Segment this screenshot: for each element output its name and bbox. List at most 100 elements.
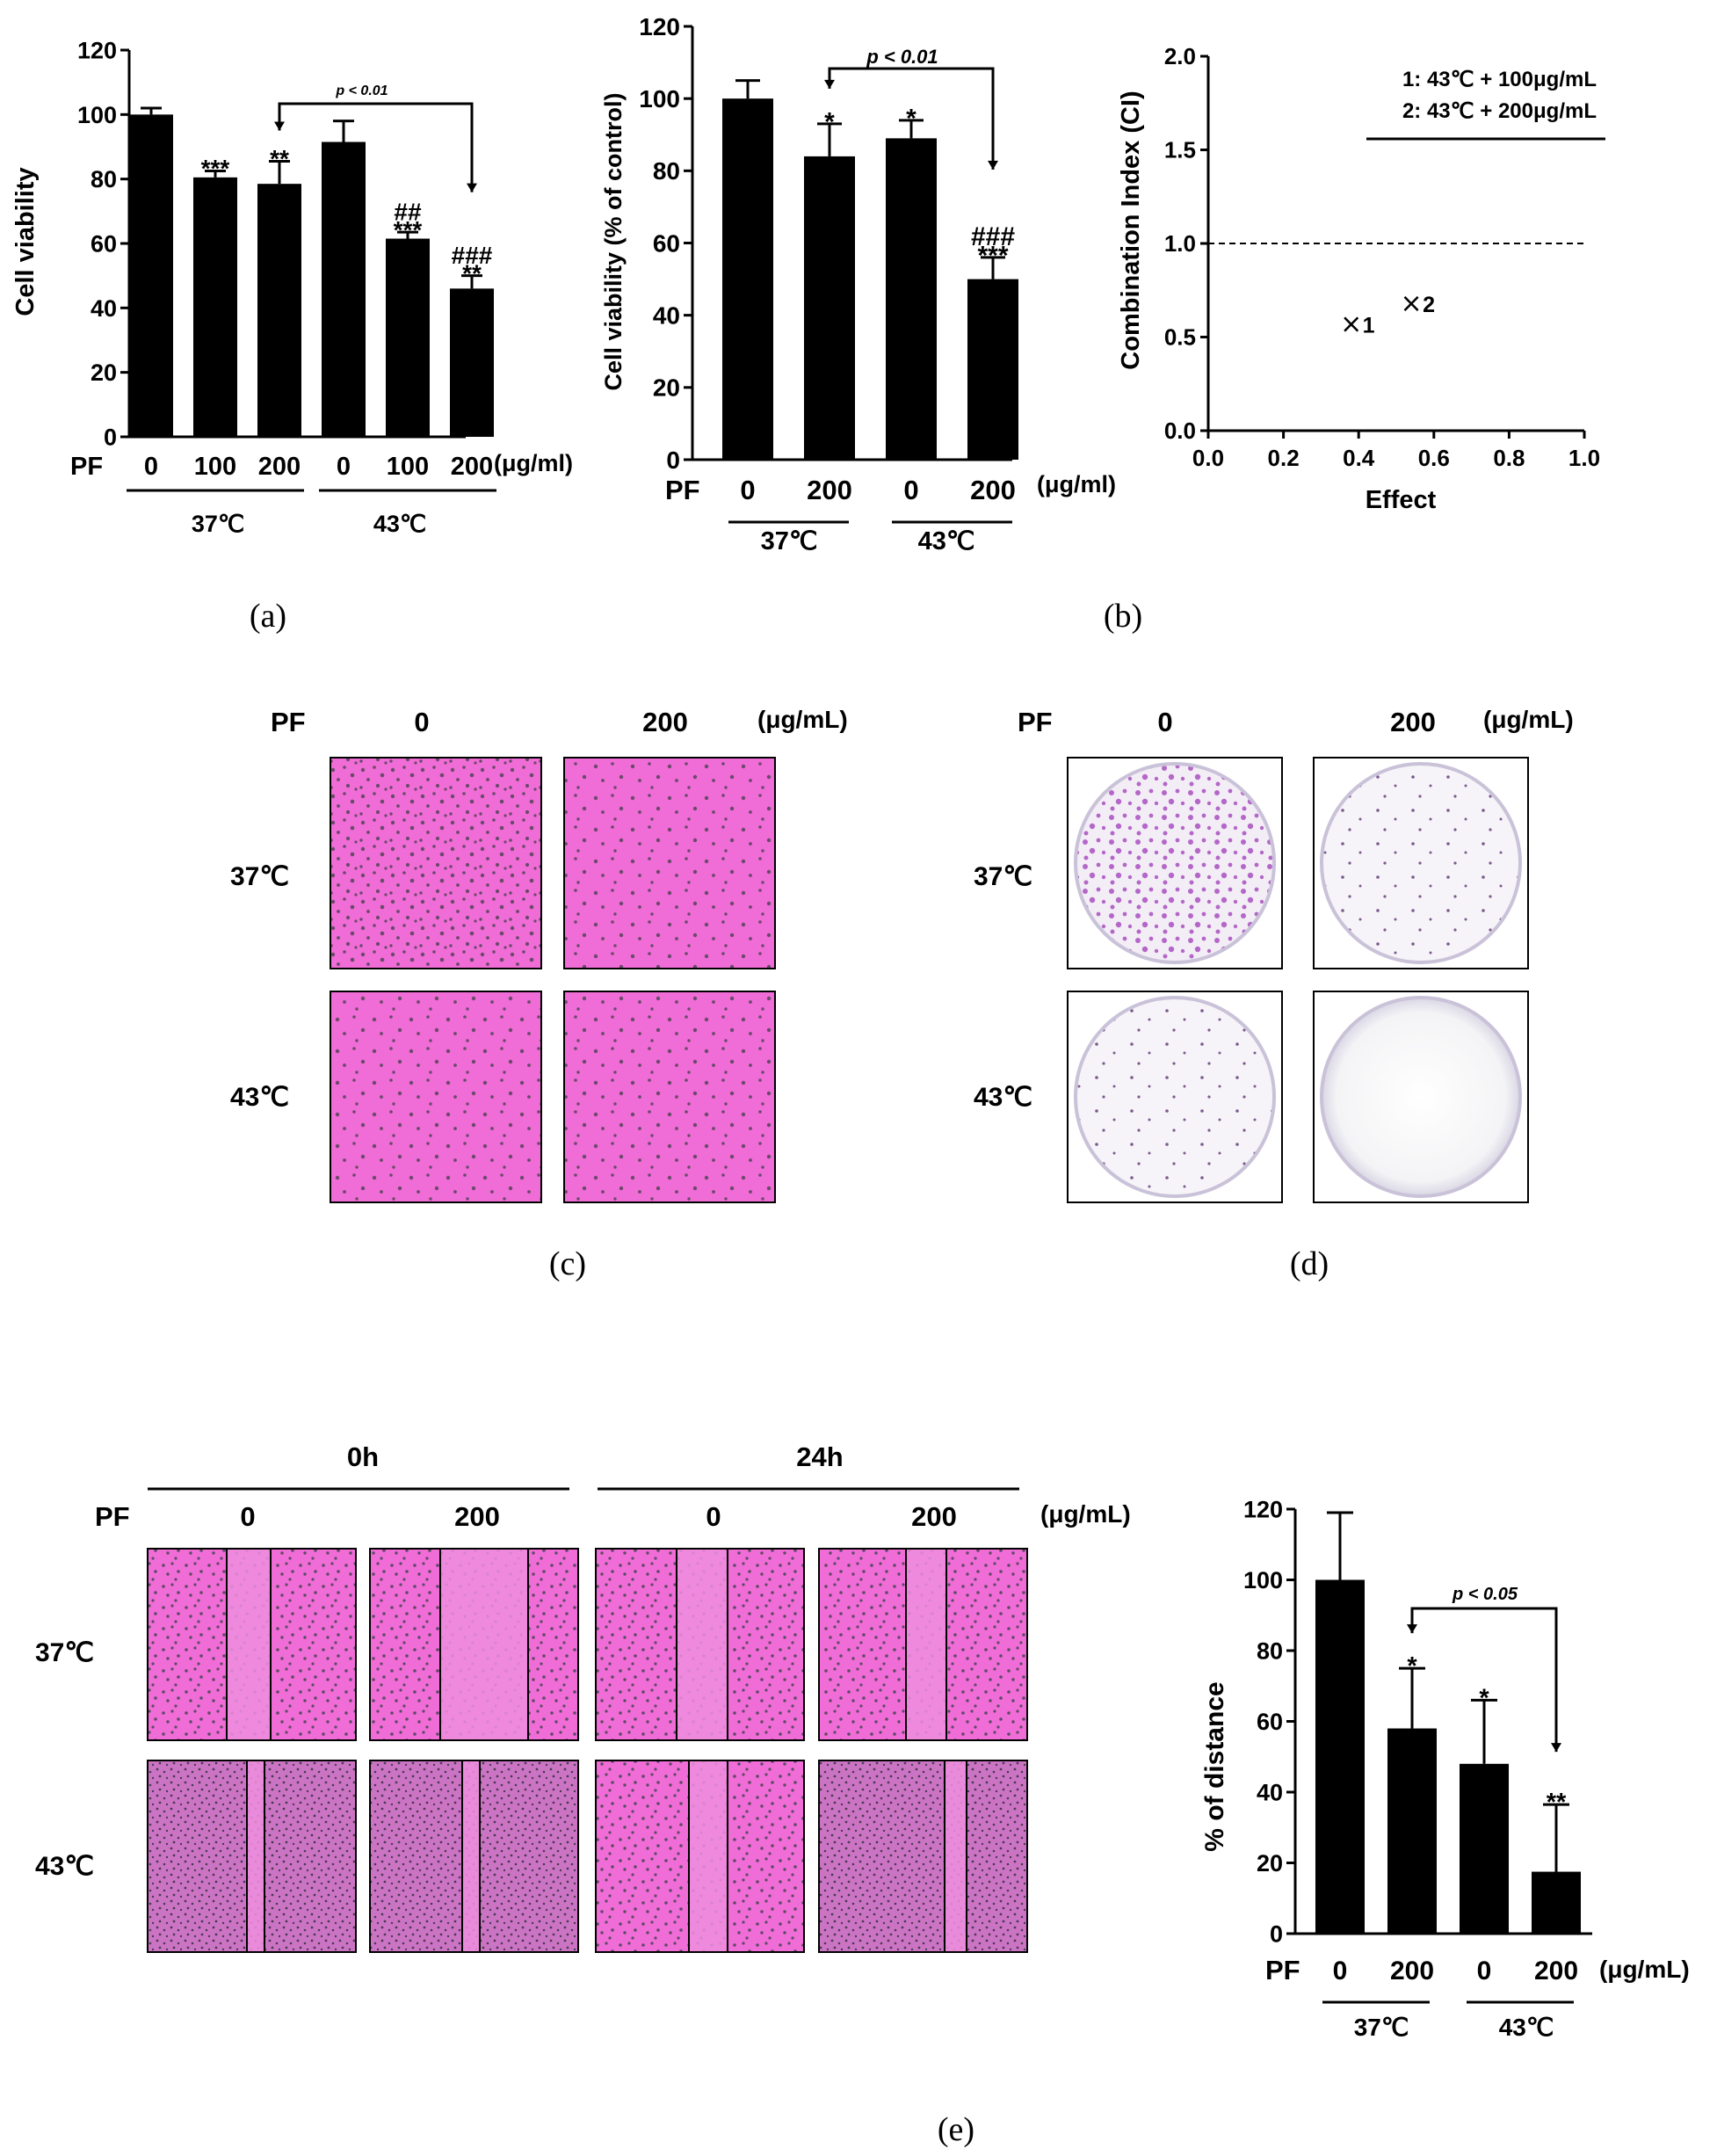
micrograph-c-37-0	[330, 757, 542, 969]
x-tick-label: 0	[1333, 1956, 1348, 1985]
y-tick-label: 80	[653, 157, 680, 185]
x-tick-label: 200	[258, 453, 301, 481]
ci-point-label: 1	[1363, 314, 1375, 338]
x-tick-label: 100	[387, 453, 429, 481]
significance-mark: *	[906, 104, 916, 133]
caption-d: (d)	[1290, 1245, 1329, 1282]
y-tick-label: 100	[639, 85, 680, 113]
bar	[193, 177, 237, 438]
ci-point-marker: ×	[1340, 309, 1362, 340]
significance-mark: ***	[977, 241, 1008, 270]
x-tick-label: 0.0	[1192, 445, 1224, 471]
significance-mark: ##	[394, 199, 422, 226]
y-tick-label: 20	[1257, 1850, 1283, 1877]
y-tick-label: 100	[1243, 1567, 1283, 1593]
wound-gap	[945, 1761, 967, 1951]
bar	[129, 114, 173, 438]
chart-ci-axes: 0.0 0.5 1.0 1.5 2.0 0.0 0.2 0.4 0.6 0.8 1.0	[1164, 43, 1600, 471]
x-tick-label: 0	[337, 453, 351, 481]
y-tick-label: 0.0	[1164, 417, 1196, 444]
chart-ci-legend-2: 2: 43℃ + 200μg/mL	[1402, 99, 1597, 123]
x-tick-label: 200	[1390, 1956, 1434, 1985]
x-tick-label: 200	[970, 475, 1016, 505]
panel-e: 0h 24h PF 0 200 0 200 (μg/mL) 37℃ 43℃	[35, 1441, 1131, 1953]
panel-c-row-37: 37℃	[230, 862, 289, 891]
y-tick-label: 80	[91, 166, 117, 192]
y-tick-label: 40	[653, 301, 680, 329]
x-tick-label: 0.6	[1418, 445, 1450, 471]
micrograph-c-43-200	[563, 991, 776, 1203]
y-tick-label: 0.5	[1164, 324, 1196, 351]
bar	[1315, 1579, 1365, 1934]
chart-e-row-label: PF	[1265, 1955, 1300, 1985]
x-tick-label: 1.0	[1568, 445, 1600, 471]
chart-ci-points: × 1× 2	[1340, 288, 1435, 339]
significance-mark: ***	[201, 155, 230, 182]
x-tick-label: 0	[740, 475, 755, 505]
panel-e-col-a: 0	[240, 1501, 255, 1532]
significance-mark: *	[824, 107, 835, 136]
caption-a: (a)	[250, 598, 286, 635]
wound-gap	[247, 1761, 264, 1951]
chart-a-bracket-label: p < 0.01	[335, 83, 388, 98]
chart-ci-xlabel: Effect	[1366, 486, 1437, 514]
bracket-arrow	[1407, 1624, 1417, 1634]
chart-ci-ylabel: Combination Index (CI)	[1117, 91, 1145, 369]
significance-bracket	[1410, 1607, 1558, 1753]
significance-mark: *	[1479, 1684, 1489, 1712]
chart-e-bars: ****	[1315, 1511, 1581, 1934]
chart-ci-legend-1: 1: 43℃ + 100μg/mL	[1402, 68, 1597, 91]
x-tick-label: 100	[194, 453, 236, 481]
bracket-arrow	[988, 160, 998, 170]
x-tick-label: 0	[1477, 1956, 1492, 1985]
panel-c-unit: (μg/mL)	[757, 706, 848, 733]
wound-gap	[689, 1761, 728, 1951]
y-tick-label: 40	[1257, 1779, 1283, 1805]
significance-mark: **	[270, 145, 289, 172]
panel-c-row-43: 43℃	[230, 1083, 289, 1112]
panel-d: PF 0 200 (μg/mL) 37℃ 43℃ (d)	[974, 706, 1574, 1282]
panel-c-col-1: 200	[642, 707, 688, 737]
y-tick-label: 1.0	[1164, 230, 1196, 257]
y-tick-label: 60	[1257, 1709, 1283, 1735]
significance-mark: ###	[452, 242, 493, 269]
y-tick-label: 0	[666, 446, 680, 474]
panel-e-col-c: 0	[706, 1501, 721, 1532]
chart-b-bars: * * ###***	[722, 67, 1018, 461]
bar	[386, 238, 430, 437]
y-tick-label: 20	[653, 374, 680, 402]
chart-e-unit: (μg/mL)	[1599, 1956, 1690, 1983]
bracket-arrow	[824, 79, 835, 89]
chart-a-y-ticks: 0 20 40 60 80 100 120	[77, 37, 466, 450]
significance-mark: **	[462, 259, 482, 287]
y-tick-label: 2.0	[1164, 43, 1196, 69]
bar	[804, 156, 855, 460]
chart-a-row-label: PF	[70, 453, 103, 481]
bar	[1532, 1871, 1581, 1934]
bar	[967, 279, 1018, 460]
y-tick-label: 120	[1243, 1496, 1283, 1522]
chart-e-x-labels: 0 200 0 200	[1322, 1956, 1578, 2004]
chart-e-ylabel: % of distance	[1200, 1681, 1229, 1851]
chart-b-bar: Cell viability (% of control) 0 20 40 60 80 1…	[600, 13, 1142, 635]
panel-c-col-0: 0	[414, 707, 429, 737]
panel-d-col-1: 200	[1390, 707, 1436, 737]
significance-bracket	[278, 102, 474, 192]
y-tick-label: 1.5	[1164, 137, 1196, 163]
bar	[1387, 1728, 1437, 1934]
bar	[886, 138, 937, 460]
panel-e-row-43: 43℃	[35, 1852, 94, 1881]
panel-e-row-label: PF	[95, 1501, 130, 1532]
y-tick-label: 60	[653, 229, 680, 257]
chart-b-x-labels: 0 200 0 200	[728, 475, 1016, 524]
panel-d-unit: (μg/mL)	[1483, 706, 1574, 733]
micrograph-c-43-0	[330, 991, 542, 1203]
x-tick-label: 0.2	[1268, 445, 1300, 471]
chart-a-unit: (μg/ml)	[494, 450, 573, 476]
wound-gap	[440, 1550, 528, 1739]
dish-37-0	[1074, 762, 1276, 964]
y-tick-label: 60	[91, 230, 117, 257]
panel-e-time-24h: 24h	[796, 1441, 843, 1472]
